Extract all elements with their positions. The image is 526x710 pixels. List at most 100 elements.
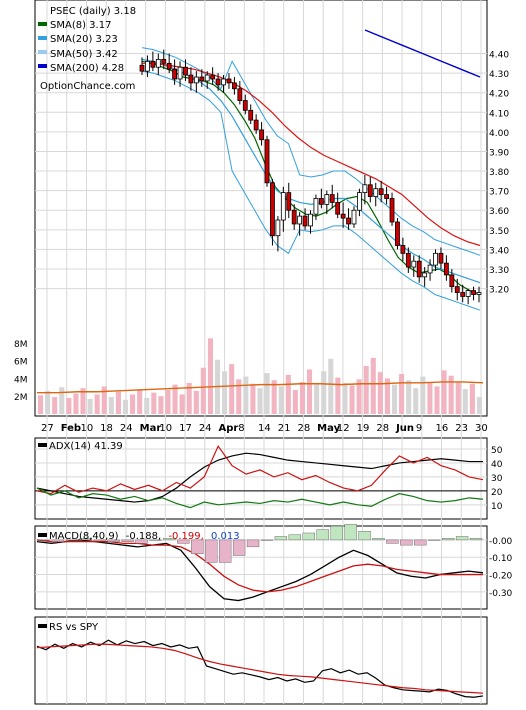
candle-body [422, 272, 428, 278]
candle-body [367, 184, 373, 197]
date-tick-label: 9 [416, 423, 422, 434]
volume-bar [38, 395, 44, 414]
volume-bar [158, 396, 164, 414]
volume-bar [476, 397, 482, 414]
volume-bar [66, 397, 72, 414]
adx-tick-label: 30 [491, 474, 503, 484]
volume-bar [427, 381, 433, 414]
volume-bar [151, 392, 157, 414]
macd-title-hist: 0.013 [211, 531, 240, 542]
candle-body [454, 286, 460, 293]
candle-body [215, 78, 221, 86]
date-tick-label: Mar [140, 423, 162, 434]
macd-histogram-bar [260, 539, 274, 541]
volume-bar [349, 385, 355, 414]
price-tick-label: 4.00 [489, 129, 509, 139]
candle-body [362, 184, 368, 194]
candle-body [237, 88, 243, 101]
macd-histogram-bar [149, 539, 162, 541]
macd-histogram-bar [344, 524, 357, 541]
candle-body [242, 100, 248, 111]
macd-histogram-bar [205, 539, 218, 563]
adx-line [36, 452, 483, 503]
candle-body [204, 74, 210, 82]
candle-body [253, 119, 259, 131]
volume-bar [165, 389, 171, 414]
adx-tick-label: 50 [491, 446, 503, 456]
macd-histogram-bar [330, 525, 343, 541]
macd-histogram-bar [455, 536, 469, 541]
candle-body [259, 129, 264, 141]
macd-histogram-bar [93, 539, 106, 541]
macd-histogram-bar [163, 537, 176, 541]
candle-body [264, 139, 270, 184]
volume-tick-label: 4M [14, 375, 28, 385]
volume-bar [250, 383, 256, 414]
candle-body [335, 202, 341, 215]
macd-histogram-bar [246, 539, 260, 548]
volume-bar [115, 391, 121, 414]
macd-line [36, 539, 483, 593]
macd-histogram-bar [274, 536, 288, 541]
macd-title-block: MACD(8,40,9) -0.188, -0.199, 0.013 [38, 531, 240, 542]
candle-body [340, 213, 346, 219]
volume-bar [257, 388, 263, 414]
indicator-lines [35, 444, 487, 698]
rs-swatch [38, 624, 47, 628]
volume-bar [264, 373, 270, 414]
candle-body [308, 213, 313, 227]
date-tick-label: 17 [179, 423, 192, 434]
volume-bar [314, 384, 320, 414]
candle-body [286, 192, 292, 211]
date-tick-label: Apr [219, 423, 239, 434]
candle-body [221, 78, 226, 86]
candle-body [318, 198, 324, 205]
volume-bar [377, 372, 383, 414]
candle-body [270, 182, 275, 237]
candle-body [155, 58, 161, 68]
candle-body [280, 192, 286, 221]
macd-title-name: MACD(8,40,9) [49, 531, 119, 542]
legend-swatch-sma50 [38, 50, 47, 54]
volume-bar [356, 379, 362, 414]
candle-body [329, 194, 335, 203]
candle-body [248, 109, 254, 121]
macd-histogram-bar [469, 537, 483, 541]
volume-bar [243, 376, 249, 414]
candle-body [172, 68, 178, 80]
candle-body [193, 76, 199, 84]
date-tick-label: 8 [238, 423, 244, 434]
volume-bar [328, 358, 334, 414]
macd-histogram-bar [121, 539, 134, 542]
volume-bar [207, 338, 213, 414]
volume-bar [108, 397, 114, 414]
candle-body [161, 58, 167, 64]
price-tick-label: 3.50 [489, 227, 509, 237]
date-tick-label: 18 [100, 423, 113, 434]
volume-bar [363, 365, 369, 414]
macd-tick-label: -0.20 [489, 572, 513, 582]
price-tick-label: 3.30 [489, 266, 509, 276]
macd-histogram-bar [51, 539, 65, 542]
candle-body [416, 260, 422, 278]
sma-line [142, 62, 481, 247]
macd-histogram-bar [316, 529, 329, 541]
candle-body [405, 252, 411, 268]
candle-body [313, 198, 319, 215]
candle-body [449, 274, 455, 288]
price-tick-label: 3.80 [489, 168, 509, 178]
candle-body [188, 74, 194, 84]
legend-sma50: SMA(50) 3.42 [50, 49, 118, 60]
watermark: OptionChance.com [40, 81, 135, 92]
volume-bar [285, 374, 291, 414]
legend-sma200: SMA(200) 4.28 [50, 63, 124, 74]
candle-body [150, 60, 156, 68]
volume-bar [137, 389, 143, 414]
macd-line [36, 539, 484, 602]
macd-histogram-bar [372, 537, 385, 541]
candle-body [400, 245, 406, 254]
rs-title: RS vs SPY [49, 622, 99, 633]
macd-histogram [37, 524, 483, 563]
macd-histogram-bar [400, 539, 413, 546]
chart-title: PSEC (daily) 3.18 [50, 6, 136, 17]
